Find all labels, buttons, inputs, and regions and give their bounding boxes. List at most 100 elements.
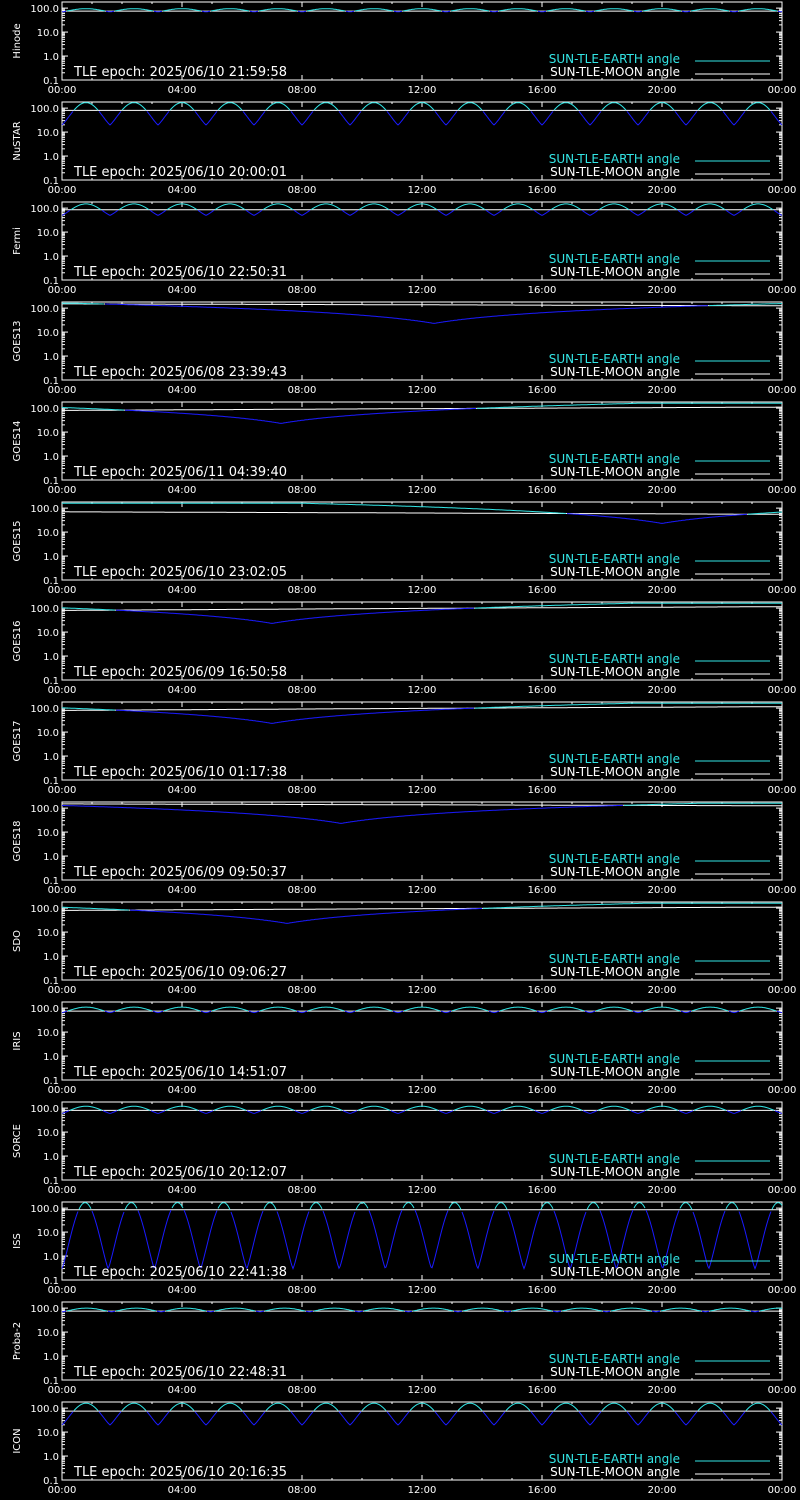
x-tick-label: 16:00 bbox=[528, 1485, 557, 1496]
panel-svg: 100.010.01.00.100:00 04:00 08:00 12:00 16:00… bbox=[12, 701, 796, 796]
x-tick-label: 12:00 bbox=[408, 485, 437, 496]
y-tick-label: 1.0 bbox=[43, 552, 59, 563]
x-tick-label: 08:00 bbox=[288, 485, 317, 496]
x-tick-label: 12:00 bbox=[408, 1385, 437, 1396]
x-tick-label: 00:00 bbox=[48, 1085, 77, 1096]
series-earth-line bbox=[62, 502, 783, 515]
panel-nustar: 100.0 10.0 1.0 0.1 00:00 04:00 08:00 12:00 16:00… bbox=[0, 100, 800, 200]
x-tick-label: 08:00 bbox=[288, 585, 317, 596]
series-earth-line bbox=[78, 1202, 783, 1210]
x-tick-label: 08:00 bbox=[288, 1285, 317, 1296]
x-tick-label: 16:00 bbox=[528, 485, 557, 496]
x-tick-label: 16:00 bbox=[528, 1385, 557, 1396]
x-tick-label: 00:00 bbox=[48, 285, 77, 296]
y-tick-label: 100.0 bbox=[30, 604, 59, 615]
x-tick-label: 00:00 bbox=[768, 485, 797, 496]
legend-earth-label: SUN-TLE-EARTH angle bbox=[549, 1052, 680, 1066]
x-tick-label: 08:00 bbox=[288, 685, 317, 696]
panel-goes18: 100.0 10.0 1.0 0.1 00:00 04:00 08:00 12:00 16:00… bbox=[0, 800, 800, 900]
legend-moon-label: SUN-TLE-MOON angle bbox=[550, 1365, 680, 1379]
x-tick-label: 00:00 bbox=[768, 1085, 797, 1096]
series-earth-line-below bbox=[61, 1110, 783, 1114]
y-tick-label: 0.1 bbox=[43, 876, 59, 887]
panel-svg: 100.010.01.00.100:00 04:00 08:00 12:00 16:00… bbox=[12, 301, 797, 396]
y-tick-label: 0.1 bbox=[43, 776, 59, 787]
y-tick-label: 0.1 bbox=[43, 1176, 59, 1187]
satellite-name: Hinode bbox=[12, 23, 23, 58]
y-tick-label: 100.0 bbox=[30, 304, 59, 315]
x-tick-label: 04:00 bbox=[168, 85, 197, 96]
tle-epoch-label: TLE epoch: 2025/06/10 20:00:01 bbox=[73, 165, 287, 180]
y-tick-label: 1.0 bbox=[43, 1352, 59, 1363]
x-tick-label: 04:00 bbox=[168, 1185, 197, 1196]
y-tick-label: 100.0 bbox=[30, 4, 59, 15]
series-moon-line bbox=[62, 706, 782, 711]
y-tick-label: 10.0 bbox=[37, 928, 59, 939]
legend-moon-label: SUN-TLE-MOON angle bbox=[550, 965, 680, 979]
x-tick-label: 16:00 bbox=[528, 185, 557, 196]
panel-svg: 100.010.01.00.100:00 04:00 08:00 12:00 16:00… bbox=[12, 401, 797, 496]
x-tick-label: 20:00 bbox=[648, 85, 677, 96]
y-tick-label: 100.0 bbox=[30, 704, 59, 715]
x-tick-label: 20:00 bbox=[648, 385, 677, 396]
panel-svg: 100.010.01.00.100:00 04:00 08:00 12:00 16:00… bbox=[12, 101, 796, 196]
tle-epoch-label: TLE epoch: 2025/06/10 22:41:38 bbox=[73, 1265, 287, 1280]
y-tick-label: 1.0 bbox=[43, 1052, 59, 1063]
y-tick-label: 100.0 bbox=[30, 404, 59, 415]
x-tick-label: 08:00 bbox=[288, 1385, 317, 1396]
x-tick-label: 04:00 bbox=[168, 1285, 197, 1296]
x-tick-label: 08:00 bbox=[288, 1485, 317, 1496]
x-tick-label: 00:00 bbox=[48, 485, 77, 496]
x-tick-label: 16:00 bbox=[528, 685, 557, 696]
series-earth-line bbox=[66, 8, 778, 12]
x-tick-label: 00:00 bbox=[768, 385, 797, 396]
y-tick-label: 1.0 bbox=[43, 652, 59, 663]
series-earth-line-below bbox=[62, 804, 623, 824]
y-tick-label: 10.0 bbox=[37, 828, 59, 839]
satellite-name: ISS bbox=[12, 1233, 23, 1249]
series-earth-line-below bbox=[105, 303, 708, 324]
x-tick-label: 00:00 bbox=[48, 85, 77, 96]
satellite-name: GOES14 bbox=[12, 420, 23, 461]
y-tick-label: 100.0 bbox=[30, 104, 59, 115]
series-earth-line-below bbox=[130, 907, 483, 924]
y-tick-label: 0.1 bbox=[43, 676, 59, 687]
x-tick-label: 04:00 bbox=[168, 385, 197, 396]
y-tick-label: 10.0 bbox=[37, 1128, 59, 1139]
x-tick-label: 12:00 bbox=[408, 185, 437, 196]
legend-moon-label: SUN-TLE-MOON angle bbox=[550, 665, 680, 679]
x-tick-label: 16:00 bbox=[528, 885, 557, 896]
panel-svg: 100.010.01.00.100:00 04:00 08:00 12:00 16:00… bbox=[12, 201, 796, 296]
x-tick-label: 04:00 bbox=[168, 785, 197, 796]
panel-hinode: 100.0 10.0 1.0 0.1 00:00 04:00 08:00 12:00 16:00… bbox=[0, 0, 800, 100]
panel-iss: 100.0 10.0 1.0 0.1 00:00 04:00 08:00 12:00 16:00… bbox=[0, 1200, 800, 1300]
series-earth-line bbox=[61, 702, 782, 711]
x-tick-label: 04:00 bbox=[168, 485, 197, 496]
y-tick-label: 1.0 bbox=[43, 952, 59, 963]
legend-earth-label: SUN-TLE-EARTH angle bbox=[549, 1152, 680, 1166]
tle-epoch-label: TLE epoch: 2025/06/10 22:48:31 bbox=[73, 1365, 287, 1380]
series-earth-line-below bbox=[61, 209, 783, 216]
tle-epoch-label: TLE epoch: 2025/06/11 04:39:40 bbox=[73, 465, 287, 480]
x-tick-label: 00:00 bbox=[768, 885, 797, 896]
tle-epoch-label: TLE epoch: 2025/06/08 23:39:43 bbox=[73, 365, 287, 380]
y-tick-label: 1.0 bbox=[43, 452, 59, 463]
legend-moon-label: SUN-TLE-MOON angle bbox=[550, 1265, 680, 1279]
x-tick-label: 00:00 bbox=[768, 1385, 797, 1396]
satellite-name: Fermi bbox=[12, 227, 23, 255]
satellite-name: GOES15 bbox=[12, 520, 23, 561]
panel-goes14: 100.0 10.0 1.0 0.1 00:00 04:00 08:00 12:00 16:00… bbox=[0, 400, 800, 500]
legend-earth-label: SUN-TLE-EARTH angle bbox=[549, 1252, 680, 1266]
y-tick-label: 0.1 bbox=[43, 476, 59, 487]
legend-moon-label: SUN-TLE-MOON angle bbox=[550, 465, 680, 479]
legend-moon-label: SUN-TLE-MOON angle bbox=[550, 365, 680, 379]
legend-moon-label: SUN-TLE-MOON angle bbox=[550, 265, 680, 279]
panel-svg: 100.010.01.00.100:00 04:00 08:00 12:00 16:00… bbox=[12, 1101, 796, 1196]
x-tick-label: 04:00 bbox=[168, 685, 197, 696]
x-tick-label: 00:00 bbox=[48, 585, 77, 596]
panel-svg: 100.010.01.00.100:00 04:00 08:00 12:00 16:00… bbox=[12, 1401, 796, 1496]
x-tick-label: 08:00 bbox=[288, 285, 317, 296]
x-tick-label: 04:00 bbox=[168, 185, 197, 196]
y-tick-label: 10.0 bbox=[37, 628, 59, 639]
satellite-name: ICON bbox=[12, 1428, 23, 1453]
